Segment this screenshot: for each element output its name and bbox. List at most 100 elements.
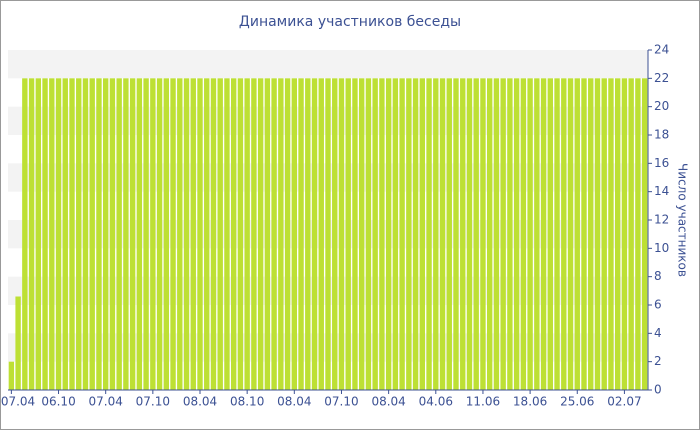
bar <box>588 78 594 390</box>
bar <box>460 78 466 390</box>
bar <box>8 361 15 390</box>
y-tick-label: 10 <box>654 241 669 255</box>
bar <box>271 78 277 390</box>
bar <box>446 78 452 390</box>
y-tick-label: 24 <box>654 43 669 57</box>
bar <box>480 78 486 390</box>
bar <box>507 78 513 390</box>
bar <box>298 78 304 390</box>
bar <box>325 78 331 390</box>
y-tick-label: 8 <box>654 269 662 283</box>
bar <box>170 78 176 390</box>
bar <box>305 78 311 390</box>
bar <box>291 78 298 390</box>
y-tick-label: 18 <box>654 128 669 142</box>
bar <box>55 78 62 390</box>
bar <box>102 78 109 390</box>
x-tick-label: 08.10 <box>230 395 264 409</box>
bar <box>338 78 345 390</box>
bar <box>224 78 230 390</box>
bar <box>332 78 338 390</box>
bar <box>594 78 601 390</box>
x-tick-label: 02.07 <box>607 395 641 409</box>
bar <box>264 78 271 390</box>
bar <box>621 78 628 390</box>
x-tick-label: 08.04 <box>277 395 311 409</box>
bar <box>635 78 641 390</box>
bar <box>15 296 21 390</box>
y-tick-label: 6 <box>654 298 662 312</box>
bar <box>109 78 116 390</box>
x-tick-label: 07.10 <box>324 395 358 409</box>
bar <box>608 78 614 390</box>
bar <box>89 78 95 390</box>
bar <box>156 78 163 390</box>
bar <box>399 78 405 390</box>
bar <box>493 78 500 390</box>
bar <box>230 78 237 390</box>
bar <box>547 78 554 390</box>
y-tick-label: 0 <box>654 383 662 397</box>
bar <box>82 78 89 390</box>
bar <box>574 78 580 390</box>
bar <box>473 78 479 390</box>
bar <box>439 78 446 390</box>
y-tick-label: 12 <box>654 213 669 227</box>
bar <box>22 78 28 390</box>
bar <box>28 78 35 390</box>
bar <box>352 78 358 390</box>
bar <box>392 78 399 390</box>
y-tick-label: 16 <box>654 156 669 170</box>
x-tick-label: 18.06 <box>513 395 547 409</box>
bar <box>96 78 102 390</box>
bar <box>197 78 203 390</box>
bar <box>372 78 378 390</box>
bar <box>62 78 68 390</box>
bar <box>278 78 284 390</box>
bar <box>123 78 129 390</box>
bar <box>466 78 473 390</box>
bar <box>244 78 250 390</box>
x-tick-label: 08.04 <box>371 395 405 409</box>
bar <box>143 78 149 390</box>
bar <box>150 78 156 390</box>
x-tick-label: 25.06 <box>560 395 594 409</box>
bar <box>129 78 136 390</box>
chart-title: Динамика участников беседы <box>239 14 461 30</box>
bar <box>35 78 42 390</box>
bar <box>412 78 419 390</box>
bar <box>177 78 183 390</box>
grid-band <box>8 50 648 79</box>
bar <box>257 78 264 390</box>
bar <box>237 78 244 390</box>
bar <box>581 78 587 390</box>
bar <box>453 78 459 390</box>
bar <box>554 78 560 390</box>
bar <box>379 78 385 390</box>
bar <box>311 78 318 390</box>
x-tick-label: 07.04 <box>1 395 35 409</box>
bar <box>486 78 493 390</box>
bar <box>49 78 55 390</box>
bar <box>534 78 540 390</box>
bar <box>318 78 324 390</box>
bar <box>365 78 372 390</box>
bar <box>345 78 351 390</box>
bar <box>513 78 520 390</box>
bar <box>561 78 567 390</box>
x-tick-label: 06.10 <box>41 395 75 409</box>
bar <box>567 78 574 390</box>
bar <box>190 78 196 390</box>
y-tick-label: 22 <box>654 71 669 85</box>
bar <box>42 78 48 390</box>
x-tick-label: 08.04 <box>183 395 217 409</box>
bar <box>251 78 257 390</box>
bar <box>641 78 648 390</box>
bar <box>69 78 75 390</box>
bar <box>204 78 210 390</box>
x-tick-label: 11.06 <box>466 395 500 409</box>
bar <box>163 78 170 390</box>
bar <box>601 78 607 390</box>
y-tick-label: 20 <box>654 99 669 113</box>
y-tick-label: 14 <box>654 184 669 198</box>
